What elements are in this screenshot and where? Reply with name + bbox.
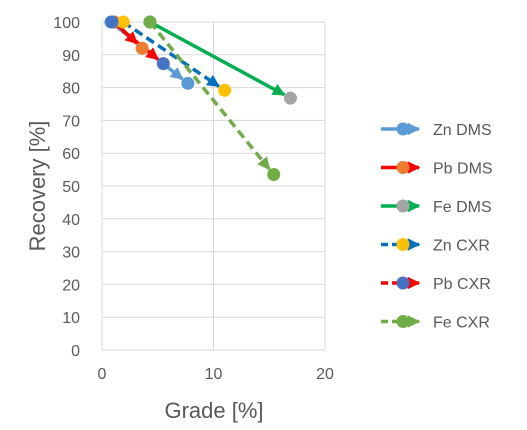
legend-entry: Zn DMS xyxy=(381,122,492,139)
y-tick-label: 70 xyxy=(62,113,80,130)
legend-marker xyxy=(396,238,410,251)
legend-marker xyxy=(396,122,410,136)
data-point-fe-dms xyxy=(283,91,297,105)
y-tick-label: 90 xyxy=(62,48,80,65)
x-tick-label: 20 xyxy=(316,366,334,383)
legend-label: Zn CXR xyxy=(433,238,490,255)
legend-label: Zn DMS xyxy=(433,122,492,139)
data-point-zn-cxr xyxy=(116,15,130,29)
data-point-zn-cxr xyxy=(218,83,232,97)
y-tick-label: 10 xyxy=(62,310,80,327)
legend-entry: Pb CXR xyxy=(381,276,491,293)
data-point-zn-dms xyxy=(181,76,195,90)
grid-lines xyxy=(101,21,326,351)
legend-entry: Fe DMS xyxy=(381,199,492,216)
legend: Zn DMS Pb DMS Fe DMS Zn CXR Pb CXR Fe CXR xyxy=(381,122,493,332)
series-lines xyxy=(109,20,286,171)
x-axis-ticks: 0 10 20 xyxy=(98,366,334,383)
legend-marker xyxy=(396,161,410,174)
series-line-zn-cxr xyxy=(122,20,220,88)
data-point-pb-dms xyxy=(135,41,149,55)
series-line-fe-cxr xyxy=(148,20,271,171)
y-tick-label: 20 xyxy=(62,277,80,294)
x-tick-label: 0 xyxy=(98,366,107,383)
series-line-pb-cxr xyxy=(110,20,159,61)
y-tick-label: 0 xyxy=(71,343,80,360)
y-tick-label: 40 xyxy=(62,212,80,229)
data-point-fe-cxr xyxy=(143,15,157,29)
data-point-fe-cxr xyxy=(267,168,281,182)
y-axis-ticks: 0 10 20 30 40 50 60 70 80 90 100 xyxy=(53,15,80,360)
x-axis-title: Grade [%] xyxy=(164,398,263,423)
legend-label: Pb CXR xyxy=(433,276,491,293)
legend-entry: Pb DMS xyxy=(381,161,493,178)
y-tick-label: 100 xyxy=(53,15,80,32)
y-axis-title: Recovery [%] xyxy=(25,121,50,252)
data-point-pb-cxr xyxy=(105,15,119,29)
y-tick-label: 50 xyxy=(62,179,80,196)
legend-marker xyxy=(396,199,410,213)
data-point-pb-cxr xyxy=(156,57,170,71)
legend-entry: Fe CXR xyxy=(381,315,490,332)
y-tick-label: 30 xyxy=(62,245,80,262)
legend-label: Fe CXR xyxy=(433,315,490,332)
legend-marker xyxy=(396,315,410,328)
legend-marker xyxy=(396,276,410,290)
y-tick-label: 80 xyxy=(62,81,80,98)
legend-label: Pb DMS xyxy=(433,161,493,178)
series-points xyxy=(104,15,297,182)
legend-entry: Zn CXR xyxy=(381,238,490,255)
x-tick-label: 10 xyxy=(205,366,223,383)
legend-label: Fe DMS xyxy=(433,199,492,216)
series-line-fe-dms xyxy=(149,20,286,97)
y-tick-label: 60 xyxy=(62,146,80,163)
